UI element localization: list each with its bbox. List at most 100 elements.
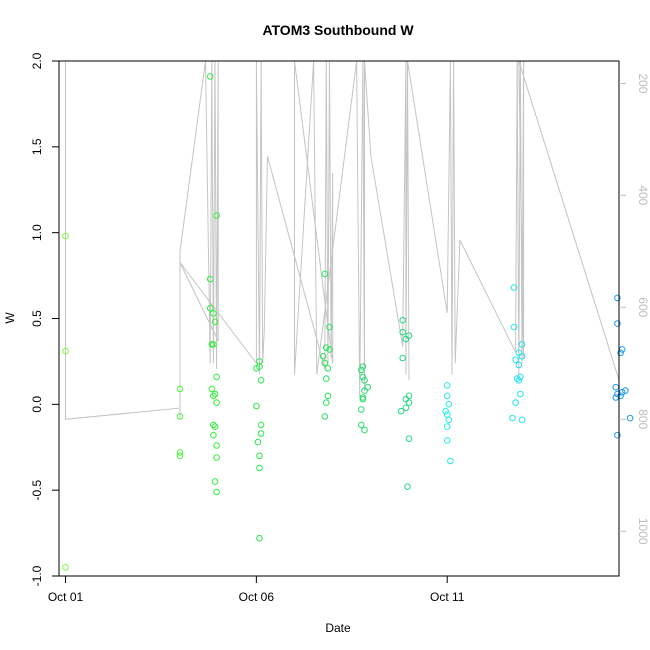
data-point xyxy=(622,387,629,394)
data-point xyxy=(513,375,521,382)
x-tick-label: Oct 01 xyxy=(48,590,84,604)
depth-axis-right: 200 400 600 800 1000 xyxy=(619,73,650,545)
data-point xyxy=(402,335,410,343)
data-point xyxy=(211,423,219,430)
y-tick-label: -1.0 xyxy=(30,565,44,586)
y2-tick-label: 600 xyxy=(636,297,650,317)
data-point xyxy=(213,488,220,496)
y-tick-label: -0.5 xyxy=(30,480,44,501)
x-tick-label: Oct 06 xyxy=(239,590,275,604)
data-point xyxy=(257,377,265,384)
data-point xyxy=(324,365,332,372)
y-tick-label: 0.5 xyxy=(30,310,44,327)
y-axis: 2.0 1.5 1.0 0.5 0.0 -0.5 -1.0 xyxy=(30,52,59,586)
data-point xyxy=(614,320,621,327)
data-point xyxy=(321,270,329,278)
y2-tick-label: 800 xyxy=(636,409,650,429)
data-point xyxy=(515,377,523,384)
depth-line xyxy=(65,61,619,420)
depth-profile-line xyxy=(65,61,619,420)
data-point xyxy=(324,392,332,400)
data-point xyxy=(397,407,405,415)
data-point xyxy=(361,426,368,434)
data-point xyxy=(614,390,621,398)
data-point xyxy=(176,413,184,420)
data-point xyxy=(321,413,329,420)
y2-tick-label: 1000 xyxy=(636,518,650,545)
data-point xyxy=(321,359,329,367)
data-point xyxy=(323,375,330,382)
data-point xyxy=(326,323,333,331)
data-point xyxy=(213,373,220,381)
data-point xyxy=(319,353,327,360)
data-point xyxy=(443,423,451,430)
data-point xyxy=(361,387,368,394)
data-point xyxy=(213,454,220,461)
data-point xyxy=(405,399,413,406)
data-point xyxy=(358,366,365,374)
data-point xyxy=(626,414,634,422)
data-point xyxy=(254,438,262,446)
data-point xyxy=(510,284,518,291)
data-point xyxy=(405,435,413,443)
y-tick-label: 1.5 xyxy=(30,138,44,155)
data-point xyxy=(443,382,451,389)
data-point xyxy=(399,354,407,362)
y-axis-label: W xyxy=(3,312,17,324)
data-point xyxy=(176,452,184,460)
data-point xyxy=(512,356,519,364)
y-tick-label: 1.0 xyxy=(30,224,44,241)
x-tick-label: Oct 11 xyxy=(430,590,465,604)
data-points xyxy=(62,73,634,571)
data-point xyxy=(176,449,184,456)
data-point xyxy=(614,294,621,302)
data-point xyxy=(210,392,217,400)
y2-tick-label: 200 xyxy=(636,73,650,93)
data-point xyxy=(206,275,214,283)
data-point xyxy=(614,431,621,439)
data-point xyxy=(176,385,184,393)
data-point xyxy=(399,316,407,324)
data-point xyxy=(323,344,330,352)
data-point xyxy=(213,399,220,406)
data-point xyxy=(62,347,69,355)
data-point xyxy=(515,361,523,369)
data-point xyxy=(213,212,220,219)
data-point xyxy=(518,416,526,424)
data-point xyxy=(326,346,333,353)
data-point xyxy=(213,442,220,449)
data-point xyxy=(62,564,69,571)
data-point xyxy=(358,421,365,429)
data-point xyxy=(518,341,526,348)
data-point xyxy=(206,73,214,80)
y-tick-label: 2.0 xyxy=(30,52,44,69)
data-point xyxy=(323,399,330,406)
data-point xyxy=(358,406,365,413)
data-point xyxy=(210,431,217,439)
data-point xyxy=(510,323,518,331)
data-point xyxy=(443,392,451,400)
y2-tick-label: 400 xyxy=(636,185,650,205)
data-point xyxy=(211,318,219,326)
y-tick-label: 0.0 xyxy=(30,396,44,413)
data-point xyxy=(404,483,411,491)
data-point xyxy=(402,404,410,412)
data-point xyxy=(256,464,263,472)
data-point xyxy=(211,478,219,485)
data-point xyxy=(62,232,69,240)
chart-title: ATOM3 Southbound W xyxy=(262,22,414,38)
data-point xyxy=(210,310,217,317)
data-point xyxy=(257,421,265,429)
data-point xyxy=(253,402,260,410)
data-point xyxy=(211,390,219,398)
data-point xyxy=(208,385,216,393)
data-point xyxy=(517,390,524,398)
data-point xyxy=(256,534,263,542)
data-point xyxy=(509,414,516,422)
data-point xyxy=(257,430,265,437)
x-axis: Oct 01 Oct 06 Oct 11 xyxy=(48,576,465,604)
data-point xyxy=(445,416,453,424)
data-point xyxy=(442,407,449,415)
data-point xyxy=(617,349,624,357)
data-point xyxy=(359,363,367,370)
